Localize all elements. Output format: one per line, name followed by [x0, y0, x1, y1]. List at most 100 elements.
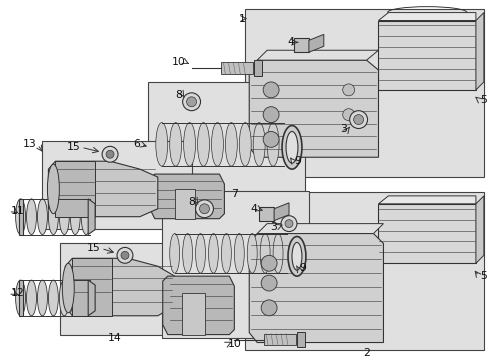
Text: 15: 15	[66, 142, 80, 152]
Ellipse shape	[59, 280, 69, 316]
Polygon shape	[88, 280, 95, 316]
Ellipse shape	[169, 122, 181, 166]
Polygon shape	[475, 196, 483, 263]
Polygon shape	[174, 189, 194, 219]
Ellipse shape	[287, 237, 305, 276]
Polygon shape	[181, 293, 204, 334]
Polygon shape	[257, 50, 378, 60]
Polygon shape	[65, 258, 174, 316]
Ellipse shape	[156, 122, 167, 166]
Polygon shape	[378, 204, 475, 263]
Text: 14: 14	[108, 333, 122, 343]
Text: 13: 13	[22, 139, 37, 149]
Bar	[221, 62, 253, 74]
Polygon shape	[293, 39, 308, 52]
Text: 7: 7	[230, 189, 237, 199]
Ellipse shape	[239, 122, 251, 166]
Ellipse shape	[70, 280, 80, 316]
Bar	[60, 243, 211, 334]
Ellipse shape	[260, 234, 269, 273]
Polygon shape	[257, 224, 383, 234]
Bar	[72, 258, 112, 316]
Text: 10: 10	[171, 57, 185, 67]
Text: 10: 10	[227, 338, 241, 348]
Bar	[55, 161, 95, 217]
Text: 11: 11	[11, 206, 24, 216]
Polygon shape	[378, 21, 475, 90]
Polygon shape	[308, 35, 323, 52]
Circle shape	[353, 114, 363, 125]
Circle shape	[102, 147, 118, 162]
Circle shape	[261, 275, 277, 291]
Polygon shape	[249, 60, 378, 157]
Text: 15: 15	[86, 243, 100, 253]
Text: 3: 3	[339, 125, 346, 135]
Polygon shape	[475, 13, 483, 90]
Ellipse shape	[247, 234, 257, 273]
Circle shape	[285, 220, 292, 228]
Ellipse shape	[38, 199, 47, 234]
Polygon shape	[378, 196, 475, 204]
Ellipse shape	[197, 122, 209, 166]
Text: 1: 1	[238, 14, 245, 23]
Bar	[245, 192, 483, 350]
Text: 2: 2	[363, 348, 369, 359]
Polygon shape	[19, 280, 22, 316]
Ellipse shape	[208, 234, 218, 273]
Text: 5: 5	[479, 271, 486, 281]
Ellipse shape	[182, 234, 192, 273]
Ellipse shape	[16, 280, 25, 316]
Ellipse shape	[291, 242, 301, 270]
Ellipse shape	[59, 199, 69, 234]
Ellipse shape	[285, 131, 297, 163]
Text: 5: 5	[479, 95, 486, 105]
Circle shape	[263, 82, 279, 98]
Circle shape	[263, 107, 279, 122]
Bar	[42, 141, 191, 229]
Bar	[245, 9, 483, 177]
Ellipse shape	[225, 122, 237, 166]
Bar	[264, 334, 295, 346]
Polygon shape	[48, 161, 158, 217]
Ellipse shape	[26, 199, 37, 234]
Ellipse shape	[169, 234, 179, 273]
Ellipse shape	[272, 234, 283, 273]
Circle shape	[261, 300, 277, 316]
Polygon shape	[378, 13, 475, 21]
Polygon shape	[88, 199, 95, 234]
Polygon shape	[274, 203, 288, 221]
Ellipse shape	[221, 234, 231, 273]
Text: 8: 8	[174, 90, 181, 100]
Circle shape	[281, 216, 296, 231]
Polygon shape	[259, 207, 274, 221]
Ellipse shape	[183, 122, 195, 166]
Text: 12: 12	[11, 288, 24, 298]
Ellipse shape	[26, 280, 37, 316]
Bar	[254, 60, 262, 76]
Circle shape	[106, 150, 114, 158]
Ellipse shape	[253, 122, 264, 166]
Polygon shape	[149, 174, 224, 219]
Ellipse shape	[211, 122, 223, 166]
Bar	[162, 191, 308, 338]
Circle shape	[182, 93, 200, 111]
Circle shape	[263, 131, 279, 147]
Circle shape	[342, 84, 354, 96]
Circle shape	[195, 200, 213, 218]
Polygon shape	[163, 276, 234, 334]
Ellipse shape	[266, 122, 279, 166]
Circle shape	[342, 109, 354, 121]
Ellipse shape	[62, 263, 74, 313]
Text: 9: 9	[293, 156, 300, 166]
Text: 6: 6	[133, 139, 140, 149]
Text: 4: 4	[286, 37, 293, 47]
Bar	[147, 82, 305, 228]
Ellipse shape	[38, 280, 47, 316]
Bar	[296, 332, 305, 347]
Ellipse shape	[234, 234, 244, 273]
Circle shape	[121, 251, 129, 259]
Ellipse shape	[81, 280, 91, 316]
Ellipse shape	[70, 199, 80, 234]
Circle shape	[199, 204, 209, 214]
Circle shape	[186, 97, 196, 107]
